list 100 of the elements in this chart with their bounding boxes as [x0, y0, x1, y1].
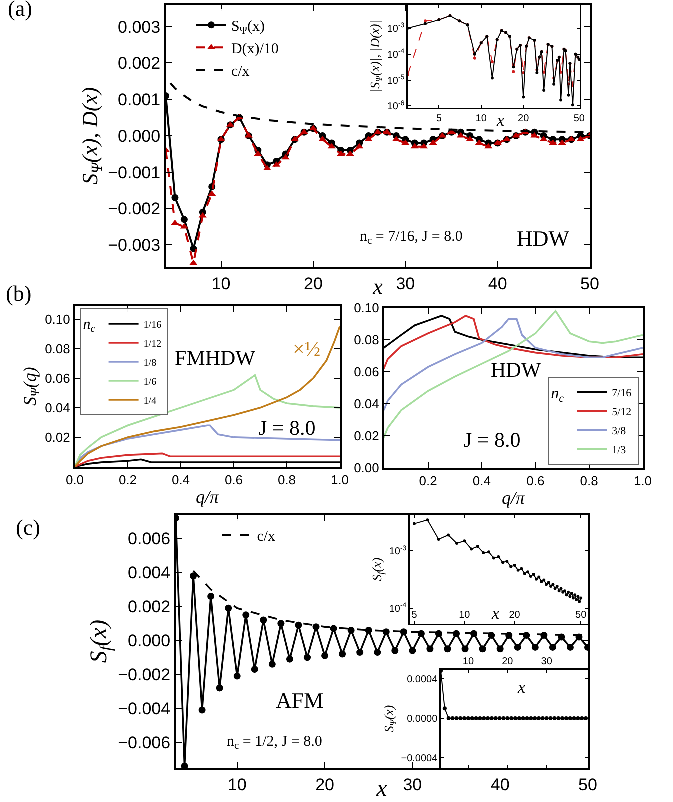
annotation: FMHDW — [175, 346, 256, 370]
x-axis-title: q/π — [196, 487, 220, 508]
y-tick-label: 0.0004 — [407, 674, 438, 686]
y-tick-label: 0.0000 — [407, 714, 438, 726]
y-tick-label: 0.08 — [354, 332, 380, 348]
y-tick-label: 0.02 — [45, 430, 70, 446]
x-tick-label: 1.0 — [634, 474, 652, 489]
legend-label: D(x)/10 — [231, 42, 279, 58]
annotation: HDW — [517, 226, 570, 251]
x-tick-label: 50 — [576, 610, 588, 621]
annotation: n$_{c}$ = 7/16, J = 8.0 — [360, 229, 463, 248]
x-tick-label: 0.2 — [419, 474, 438, 489]
x-tick-label: 20 — [509, 610, 521, 621]
y-tick-label: −0.006 — [118, 733, 171, 752]
x-tick-label: 0.6 — [526, 474, 545, 489]
x-tick-label: 50 — [580, 274, 600, 294]
x-tick-label: 40 — [490, 775, 510, 794]
y-tick-label: 0.06 — [354, 364, 380, 380]
x-tick-label: 1.0 — [330, 472, 350, 488]
x-tick-label: 0.4 — [172, 472, 190, 488]
x-axis-title: q/π — [502, 488, 526, 508]
y-tick-label: 0.004 — [128, 564, 171, 583]
x-tick-label: 10 — [462, 656, 474, 668]
x-tick-label: 30 — [396, 274, 416, 294]
annotation: J = 8.0 — [464, 428, 521, 452]
legend-label: 5/12 — [612, 406, 632, 419]
y-tick-label: 0.04 — [354, 396, 380, 412]
y-tick-label: 0.003 — [118, 18, 161, 37]
legend-label: 3/8 — [612, 426, 627, 438]
x-tick-label: 0.6 — [224, 472, 244, 488]
y-tick-label: 0.000 — [118, 126, 161, 146]
x-tick-label: 30 — [403, 775, 422, 794]
y-tick-label: 0.000 — [128, 632, 171, 651]
y-tick-label: 0.001 — [118, 90, 161, 110]
y-tick-label: 10$^{-3}$ — [387, 22, 405, 35]
y-tick-label: 10$^{-4}$ — [389, 602, 407, 615]
annotation: HDW — [491, 358, 542, 382]
text: (c) — [16, 515, 40, 540]
y-tick-label: −0.002 — [108, 200, 161, 219]
x-tick-label: 50 — [574, 113, 586, 124]
y-tick-label: 0.002 — [128, 598, 171, 617]
x-tick-label: 0.4 — [472, 474, 491, 489]
text: (a) — [8, 0, 32, 21]
x-tick-label: 10 — [459, 610, 471, 621]
legend-label: 1/16 — [144, 320, 162, 331]
legend-label: 1/12 — [144, 338, 162, 350]
x-axis-title: x — [372, 274, 384, 299]
x-tick-label: 0.0 — [66, 472, 84, 488]
y-tick-label: 0.06 — [45, 370, 70, 386]
y-tick-label: 10$^{-4}$ — [387, 48, 405, 61]
x-tick-label: 40 — [488, 274, 508, 294]
annotation: ×½ — [293, 337, 321, 361]
legend-label: 1/8 — [144, 358, 157, 369]
x-axis-title: x — [517, 678, 526, 697]
legend-title: n$_{c}$ — [551, 386, 564, 405]
y-tick-label: 0.10 — [45, 312, 70, 327]
annotation: J = 8.0 — [259, 416, 316, 440]
x-tick-label: 10 — [212, 274, 231, 294]
legend-label: c/x — [231, 64, 250, 80]
legend-label: 7/16 — [612, 388, 632, 400]
x-tick-label: 0.8 — [278, 472, 296, 488]
x-tick-label: 20 — [304, 274, 323, 294]
y-tick-label: 0.08 — [45, 341, 70, 356]
y-tick-label: 10$^{-5}$ — [387, 74, 405, 87]
y-tick-label: −0.002 — [118, 666, 171, 685]
x-tick-label: 20 — [316, 775, 334, 794]
annotation: n$_{c}$ = 1/2, J = 8.0 — [227, 734, 322, 752]
y-tick-label: 0.04 — [45, 400, 70, 416]
text: (b) — [6, 281, 32, 306]
legend-label: 1/3 — [612, 444, 627, 457]
y-tick-label: 10$^{-6}$ — [387, 100, 405, 113]
x-axis-title: x — [376, 776, 388, 802]
y-tick-label: 0.002 — [118, 54, 161, 74]
x-tick-label: 5 — [436, 113, 442, 124]
legend-title: n$_{c}$ — [83, 316, 96, 336]
x-axis-title: x — [491, 604, 500, 623]
y-tick-label: −0.0004 — [401, 754, 438, 765]
x-tick-label: 0.2 — [118, 472, 138, 488]
legend-label: 1/4 — [144, 396, 157, 407]
y-tick-label: −0.004 — [118, 700, 171, 719]
x-tick-label: 0.8 — [580, 474, 598, 489]
x-tick-label: 5 — [412, 610, 418, 621]
legend-label: 1/6 — [144, 376, 157, 388]
annotation: AFM — [276, 688, 324, 713]
y-tick-label: −0.001 — [108, 163, 161, 182]
legend-label: c/x — [257, 528, 276, 545]
y-tick-label: 10$^{-3}$ — [389, 545, 407, 558]
x-tick-label: 10 — [228, 775, 247, 794]
x-tick-label: 30 — [541, 656, 553, 668]
y-tick-label: 0.00 — [354, 460, 380, 476]
x-axis-title: x — [496, 111, 505, 130]
y-tick-label: 0.006 — [128, 530, 171, 549]
x-tick-label: 10 — [476, 113, 488, 124]
x-tick-label: 20 — [502, 656, 514, 668]
x-tick-label: 50 — [578, 775, 598, 794]
legend-label: S$_{Ψ}$(x) — [231, 19, 266, 38]
y-tick-label: 0.02 — [354, 428, 380, 444]
y-tick-label: −0.003 — [108, 236, 161, 256]
y-tick-label: 0.10 — [354, 300, 380, 316]
x-tick-label: 20 — [518, 113, 530, 124]
